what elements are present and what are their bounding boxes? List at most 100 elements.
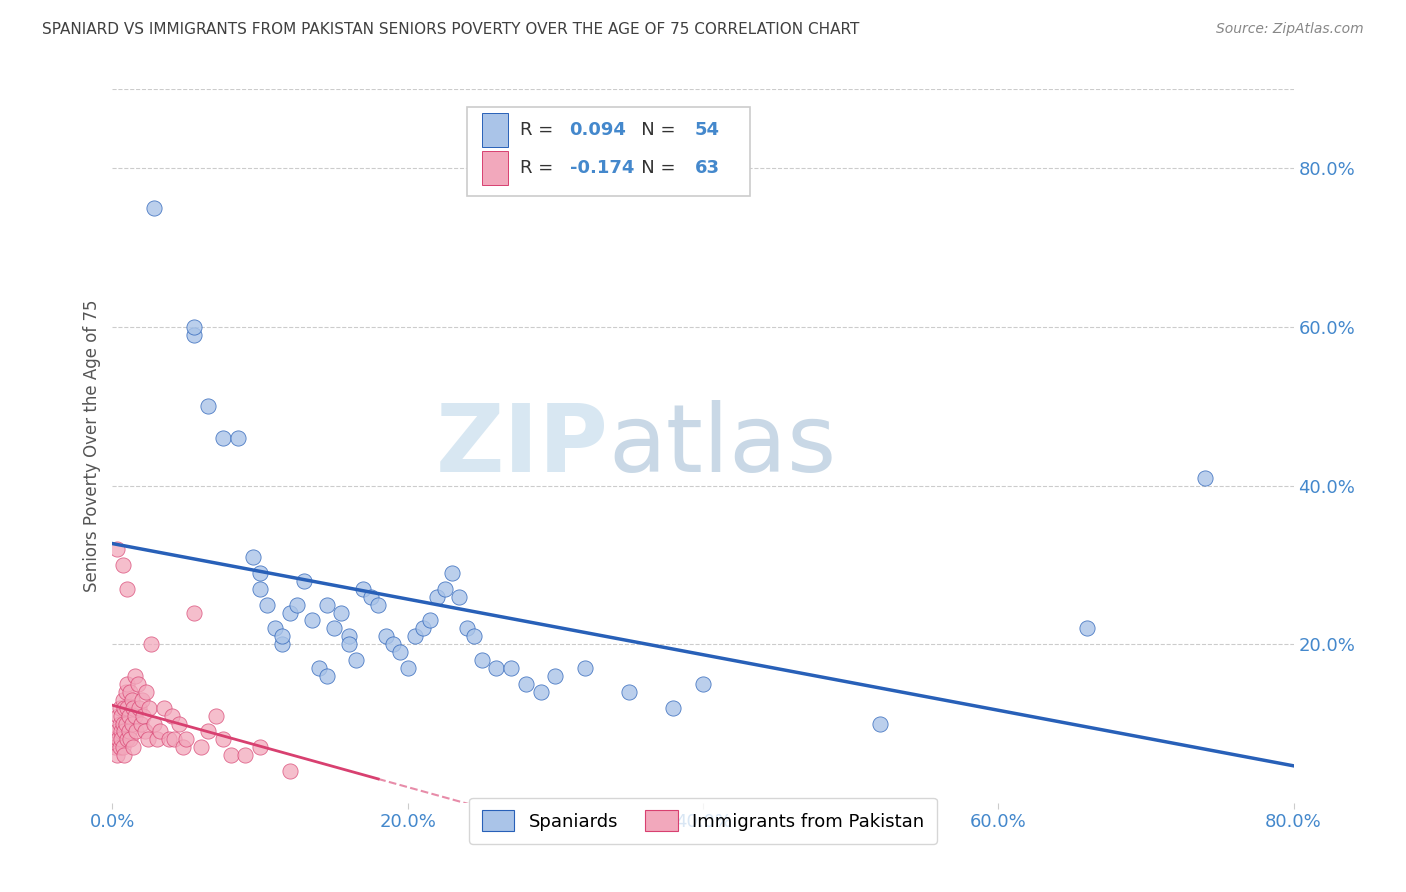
Point [142, 201, 165, 215]
Point [157, 732, 180, 747]
Point [117, 677, 138, 691]
Text: R =: R = [520, 120, 560, 139]
Text: ZIP: ZIP [436, 400, 609, 492]
Point [271, 637, 294, 651]
Point [132, 708, 155, 723]
Point [127, 677, 149, 691]
Point [344, 653, 367, 667]
Point [249, 582, 271, 596]
Point [389, 645, 412, 659]
Point [104, 740, 127, 755]
Point [278, 764, 301, 778]
Point [411, 621, 433, 635]
Point [574, 661, 596, 675]
Point [315, 669, 337, 683]
Point [485, 661, 508, 675]
Text: SPANIARD VS IMMIGRANTS FROM PAKISTAN SENIORS POVERTY OVER THE AGE OF 75 CORRELAT: SPANIARD VS IMMIGRANTS FROM PAKISTAN SEN… [42, 22, 859, 37]
Point [183, 606, 205, 620]
Point [112, 748, 135, 763]
Point [242, 549, 264, 564]
Point [1076, 621, 1098, 635]
Point [110, 724, 132, 739]
Point [226, 431, 249, 445]
Point [330, 606, 353, 620]
Point [110, 708, 132, 723]
Point [869, 716, 891, 731]
Point [121, 692, 143, 706]
Point [456, 621, 478, 635]
Point [153, 700, 176, 714]
Point [135, 685, 157, 699]
Point [108, 700, 131, 714]
Point [142, 716, 165, 731]
Point [134, 724, 156, 739]
Point [692, 677, 714, 691]
Point [219, 748, 242, 763]
Point [352, 582, 374, 596]
Point [212, 732, 235, 747]
Point [323, 621, 346, 635]
Point [174, 732, 197, 747]
Point [160, 708, 183, 723]
Point [118, 708, 141, 723]
Point [433, 582, 456, 596]
FancyBboxPatch shape [482, 151, 508, 186]
Point [103, 732, 125, 747]
Point [172, 740, 194, 755]
Point [190, 740, 212, 755]
Point [404, 629, 426, 643]
Point [301, 614, 323, 628]
Point [117, 700, 138, 714]
Point [117, 582, 138, 596]
Point [121, 716, 143, 731]
Point [163, 732, 186, 747]
Point [337, 637, 360, 651]
Point [315, 598, 337, 612]
Text: Source: ZipAtlas.com: Source: ZipAtlas.com [1216, 22, 1364, 37]
Point [426, 590, 449, 604]
Point [122, 740, 145, 755]
Point [419, 614, 441, 628]
Point [120, 732, 142, 747]
Point [138, 700, 160, 714]
Point [619, 685, 641, 699]
Point [441, 566, 464, 580]
Text: atlas: atlas [609, 400, 837, 492]
FancyBboxPatch shape [467, 107, 751, 196]
Point [114, 685, 136, 699]
Point [107, 732, 129, 747]
Point [463, 629, 485, 643]
Point [110, 732, 132, 747]
Point [125, 724, 148, 739]
Point [264, 621, 287, 635]
Text: N =: N = [624, 120, 681, 139]
Text: 63: 63 [695, 160, 720, 178]
Point [111, 558, 134, 572]
Point [112, 724, 135, 739]
Point [105, 542, 128, 557]
Point [111, 692, 134, 706]
Point [107, 708, 129, 723]
Point [233, 748, 256, 763]
Text: 0.094: 0.094 [569, 120, 627, 139]
Point [197, 724, 219, 739]
Point [515, 677, 537, 691]
Point [470, 653, 494, 667]
Point [124, 708, 146, 723]
Text: N =: N = [624, 160, 681, 178]
Point [212, 431, 235, 445]
Point [1194, 471, 1216, 485]
Point [105, 748, 128, 763]
Point [382, 637, 405, 651]
Point [149, 724, 172, 739]
Point [111, 740, 134, 755]
Point [308, 661, 330, 675]
Point [183, 320, 205, 334]
Point [131, 692, 153, 706]
Point [197, 400, 219, 414]
Point [117, 732, 138, 747]
Point [139, 637, 162, 651]
Point [105, 724, 128, 739]
Point [183, 328, 205, 343]
Point [278, 606, 301, 620]
